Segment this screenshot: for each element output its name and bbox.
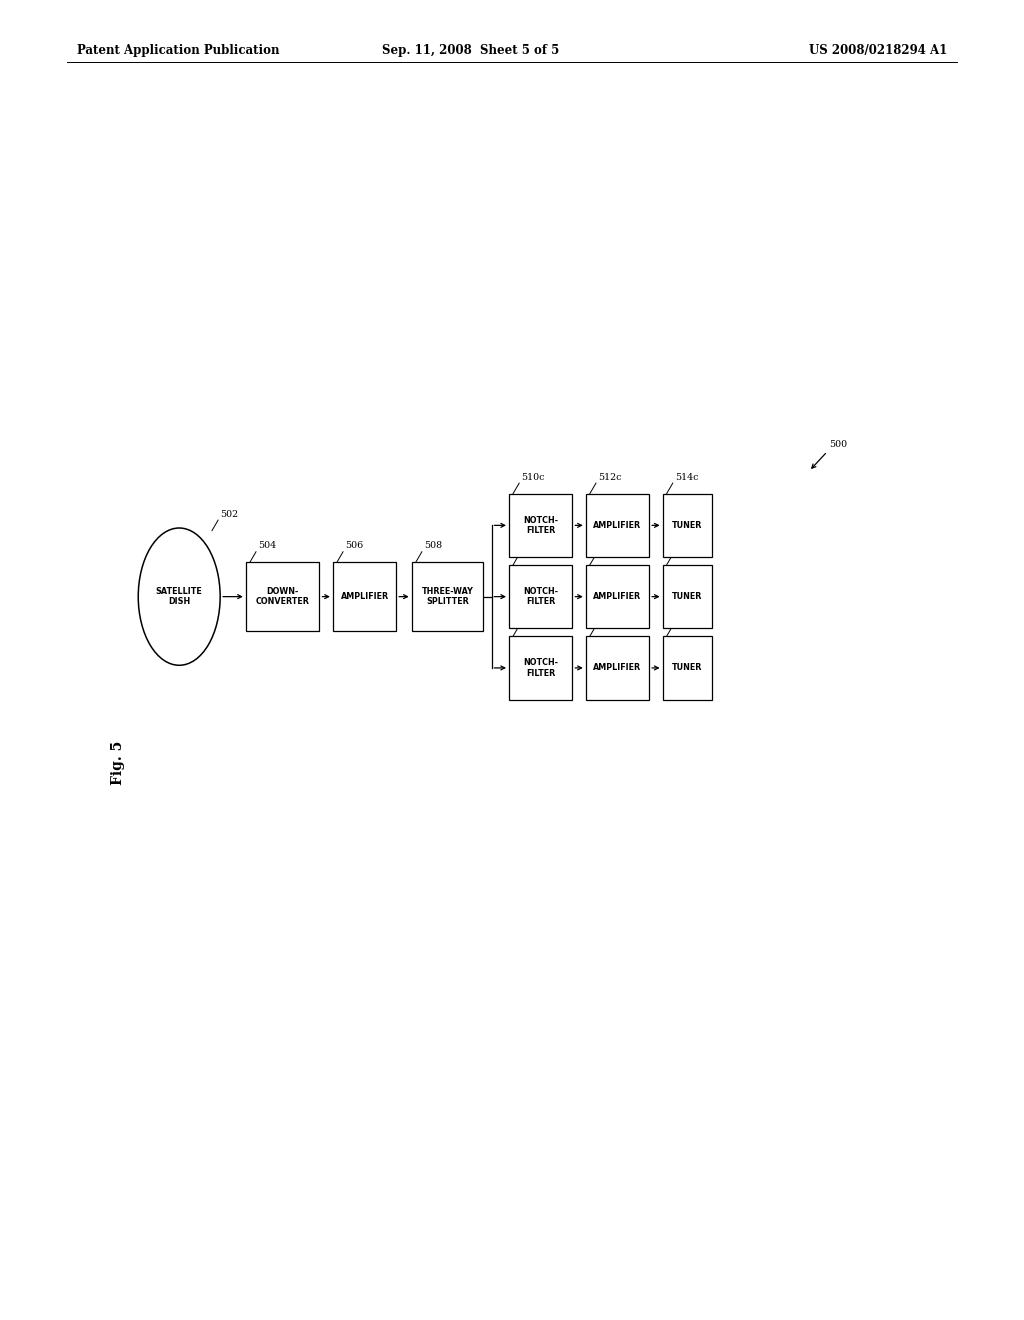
Text: 512a: 512a bbox=[598, 615, 622, 624]
Text: AMPLIFIER: AMPLIFIER bbox=[594, 664, 641, 672]
Bar bbox=[509, 494, 572, 557]
Text: Fig. 5: Fig. 5 bbox=[111, 741, 125, 785]
Text: AMPLIFIER: AMPLIFIER bbox=[594, 521, 641, 529]
Text: AMPLIFIER: AMPLIFIER bbox=[594, 593, 641, 601]
Text: 506: 506 bbox=[345, 541, 364, 550]
Bar bbox=[663, 565, 712, 628]
Text: 508: 508 bbox=[424, 541, 442, 550]
Text: 514c: 514c bbox=[675, 473, 698, 482]
Text: 514a: 514a bbox=[675, 615, 698, 624]
Text: NOTCH-
FILTER: NOTCH- FILTER bbox=[523, 516, 558, 535]
Bar bbox=[586, 494, 649, 557]
Text: 512b: 512b bbox=[598, 544, 623, 553]
Text: 502: 502 bbox=[220, 510, 239, 519]
Bar bbox=[246, 562, 319, 631]
Text: 512c: 512c bbox=[598, 473, 622, 482]
Bar bbox=[509, 636, 572, 700]
Bar bbox=[333, 562, 396, 631]
Text: 510c: 510c bbox=[521, 473, 545, 482]
Text: 510a: 510a bbox=[521, 615, 545, 624]
Text: Sep. 11, 2008  Sheet 5 of 5: Sep. 11, 2008 Sheet 5 of 5 bbox=[382, 45, 560, 57]
Bar bbox=[663, 636, 712, 700]
Text: TUNER: TUNER bbox=[672, 521, 702, 529]
Bar bbox=[412, 562, 483, 631]
Text: NOTCH-
FILTER: NOTCH- FILTER bbox=[523, 587, 558, 606]
Text: 504: 504 bbox=[258, 541, 276, 550]
Text: NOTCH-
FILTER: NOTCH- FILTER bbox=[523, 659, 558, 677]
Text: TUNER: TUNER bbox=[672, 664, 702, 672]
Text: TUNER: TUNER bbox=[672, 593, 702, 601]
Bar bbox=[663, 494, 712, 557]
Bar bbox=[509, 565, 572, 628]
Bar bbox=[586, 565, 649, 628]
Text: DOWN-
CONVERTER: DOWN- CONVERTER bbox=[256, 587, 309, 606]
Text: US 2008/0218294 A1: US 2008/0218294 A1 bbox=[809, 45, 947, 57]
Text: SATELLITE
DISH: SATELLITE DISH bbox=[156, 587, 203, 606]
Text: THREE-WAY
SPLITTER: THREE-WAY SPLITTER bbox=[422, 587, 473, 606]
Bar bbox=[586, 636, 649, 700]
Text: 510b: 510b bbox=[521, 544, 546, 553]
Text: 514b: 514b bbox=[675, 544, 699, 553]
Text: 500: 500 bbox=[829, 440, 848, 449]
Text: AMPLIFIER: AMPLIFIER bbox=[341, 593, 388, 601]
Text: Patent Application Publication: Patent Application Publication bbox=[77, 45, 280, 57]
